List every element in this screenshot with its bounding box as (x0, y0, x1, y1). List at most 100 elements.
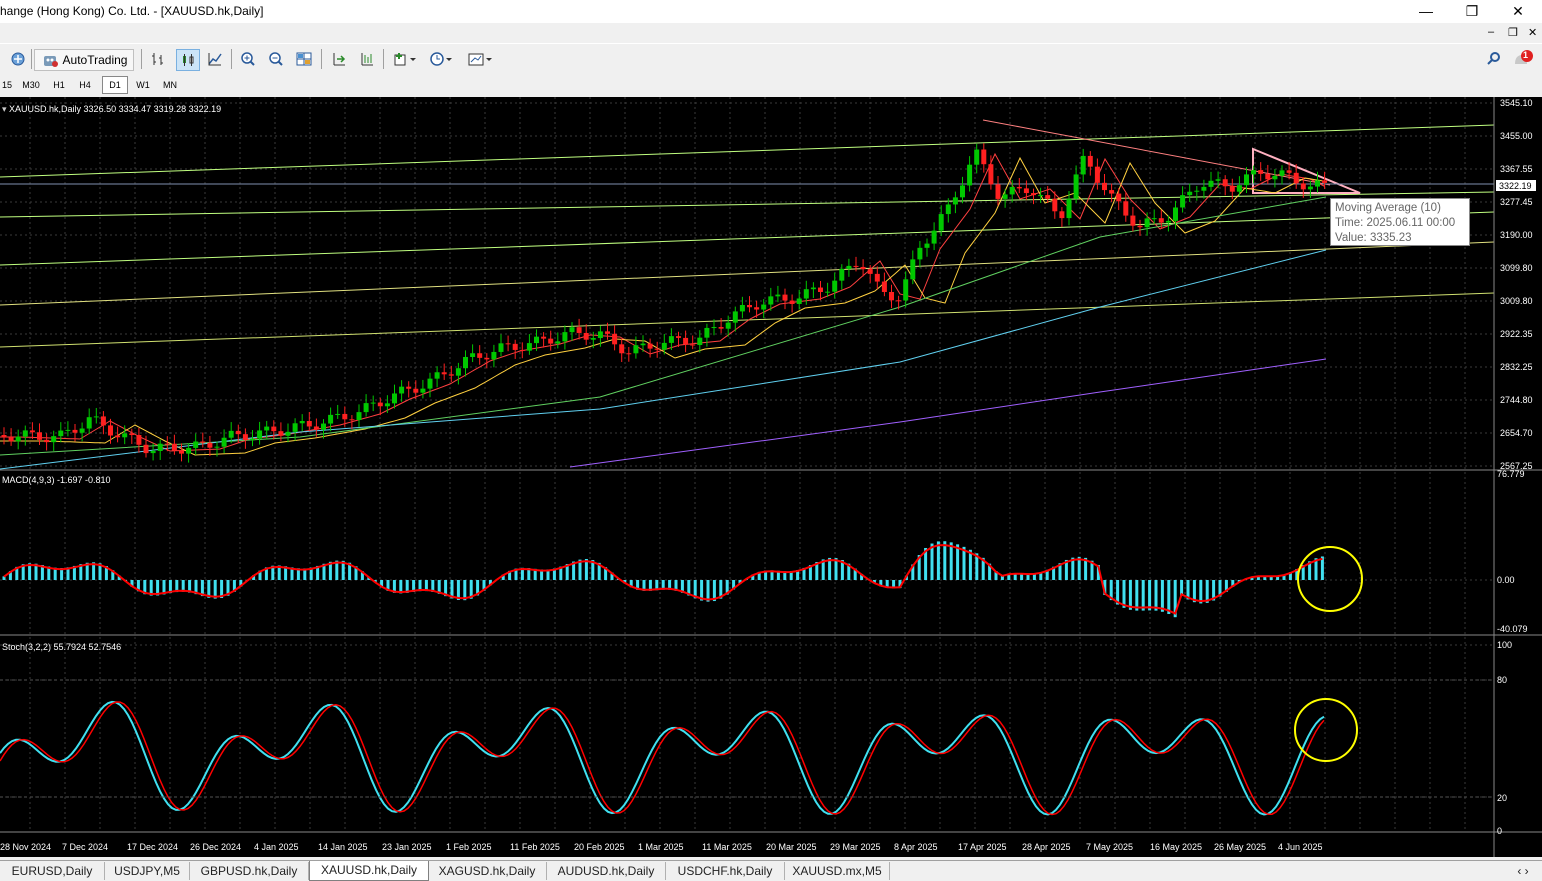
candle-body (129, 433, 134, 435)
macd-bar (1155, 580, 1158, 611)
macd-bar (1135, 580, 1138, 611)
tab-gbpusd[interactable]: GBPUSD.hk,Daily (190, 862, 309, 880)
line-chart-icon[interactable] (205, 49, 225, 69)
candle-body (463, 357, 468, 368)
candle-body (1017, 187, 1022, 188)
price-label: 3455.00 (1500, 131, 1533, 141)
maximize-button[interactable]: ❐ (1449, 0, 1495, 23)
tile-windows-icon[interactable] (294, 49, 314, 69)
candle-body (1116, 194, 1121, 202)
notification-count: 1 (1523, 50, 1528, 60)
tab-scroll-arrows[interactable]: ‹ › (1508, 862, 1538, 880)
close-button[interactable]: ✕ (1495, 0, 1541, 23)
candle-body (1301, 183, 1306, 189)
zoom-in-icon[interactable] (238, 49, 258, 69)
tab-xauusd[interactable]: XAUUSD.hk,Daily (309, 861, 429, 881)
minimize-button[interactable]: — (1403, 0, 1449, 23)
price-label: 3367.55 (1500, 164, 1533, 174)
autotrading-button[interactable]: AutoTrading (34, 49, 134, 71)
price-label: 2832.25 (1500, 362, 1533, 372)
timeframe-w1[interactable]: W1 (132, 77, 154, 93)
periods-dropdown-icon[interactable] (427, 49, 455, 69)
candle-body (286, 432, 291, 436)
candle-body (491, 352, 496, 359)
mdi-minimize-button[interactable]: – (1488, 26, 1494, 38)
tab-xagusd[interactable]: XAGUSD.hk,Daily (428, 862, 547, 880)
candle-body (903, 279, 908, 300)
mdi-controls-bar: – ❐ ✕ (0, 23, 1542, 43)
mdi-close-button[interactable]: ✕ (1528, 26, 1537, 39)
date-label: 26 Dec 2024 (190, 842, 241, 852)
macd-bar (1167, 580, 1170, 614)
macd-bar (956, 544, 959, 580)
templates-dropdown-icon[interactable] (465, 49, 495, 69)
candle-body (584, 333, 589, 340)
candle-body (1180, 195, 1185, 207)
candle-body (960, 185, 965, 197)
candle-body (37, 432, 42, 440)
search-icon[interactable] (1484, 49, 1504, 69)
candle-body (1194, 191, 1199, 192)
candle-body (222, 438, 227, 447)
macd-label: 76.779 (1497, 469, 1525, 479)
candle-body (797, 299, 802, 304)
bar-chart-icon[interactable] (148, 49, 168, 69)
zoom-out-icon[interactable] (266, 49, 286, 69)
candle-body (641, 344, 646, 346)
candle-body (811, 288, 816, 290)
tab-audusd[interactable]: AUDUSD.hk,Daily (547, 862, 666, 880)
tab-usdchf[interactable]: USDCHF.hk,Daily (666, 862, 785, 880)
timeframe-h1[interactable]: H1 (48, 77, 70, 93)
candle-body (1052, 199, 1057, 211)
ma-tooltip: Moving Average (10) Time: 2025.06.11 00:… (1330, 198, 1470, 246)
candle-body (108, 425, 113, 435)
stoch-highlight-circle (1295, 699, 1357, 761)
chart-area[interactable]: ▾ XAUUSD.hk,Daily 3326.50 3334.47 3319.2… (0, 97, 1542, 857)
tab-usdjpy[interactable]: USDJPY,M5 (105, 862, 190, 880)
date-label: 29 Mar 2025 (830, 842, 881, 852)
date-label: 4 Jan 2025 (254, 842, 299, 852)
signals-icon[interactable] (8, 49, 28, 69)
candle-body (1088, 156, 1093, 167)
timeframe-15[interactable]: 15 (0, 77, 14, 93)
candle-body (250, 439, 255, 441)
mdi-restore-button[interactable]: ❐ (1508, 26, 1518, 39)
candle-body (165, 444, 170, 445)
candle-body (30, 430, 35, 432)
tab-eurusd[interactable]: EURUSD,Daily (0, 862, 105, 880)
candlestick-chart-icon[interactable] (176, 49, 200, 71)
timeframe-mn[interactable]: MN (158, 77, 182, 93)
macd-bar (963, 547, 966, 580)
macd-bar (1161, 580, 1164, 612)
candle-body (73, 430, 78, 433)
candle-body (257, 430, 262, 438)
date-label: 1 Mar 2025 (638, 842, 684, 852)
candle-body (818, 288, 823, 292)
candle-body (293, 423, 298, 432)
candle-body (349, 419, 354, 420)
candle-body (1159, 218, 1164, 222)
timeframe-m30[interactable]: M30 (18, 77, 44, 93)
price-label: 3545.10 (1500, 98, 1533, 108)
candle-body (215, 447, 220, 448)
candle-body (1010, 187, 1015, 194)
autoscroll-icon[interactable] (357, 49, 377, 69)
candle-body (520, 350, 525, 351)
candle-body (122, 433, 127, 437)
macd-bar (1129, 580, 1132, 610)
indicators-dropdown-icon[interactable] (391, 49, 419, 69)
chart-shift-icon[interactable] (329, 49, 349, 69)
candle-body (442, 372, 447, 374)
date-label: 23 Jan 2025 (382, 842, 432, 852)
trend-line (0, 212, 1494, 265)
chart-canvas[interactable]: ▾ XAUUSD.hk,Daily 3326.50 3334.47 3319.2… (0, 97, 1542, 857)
candle-body (428, 379, 433, 389)
timeframe-h4[interactable]: H4 (74, 77, 96, 93)
notifications-icon[interactable]: 1 (1510, 49, 1536, 69)
window-title: hange (Hong Kong) Co. Ltd. - [XAUUSD.hk,… (0, 4, 263, 18)
tab-xauusd-mx[interactable]: XAUUSD.mx,M5 (785, 862, 890, 880)
timeframe-d1[interactable]: D1 (102, 76, 128, 94)
trend-lines (0, 120, 1494, 347)
candle-body (1152, 218, 1157, 219)
tooltip-time: Time: 2025.06.11 00:00 (1335, 216, 1465, 231)
